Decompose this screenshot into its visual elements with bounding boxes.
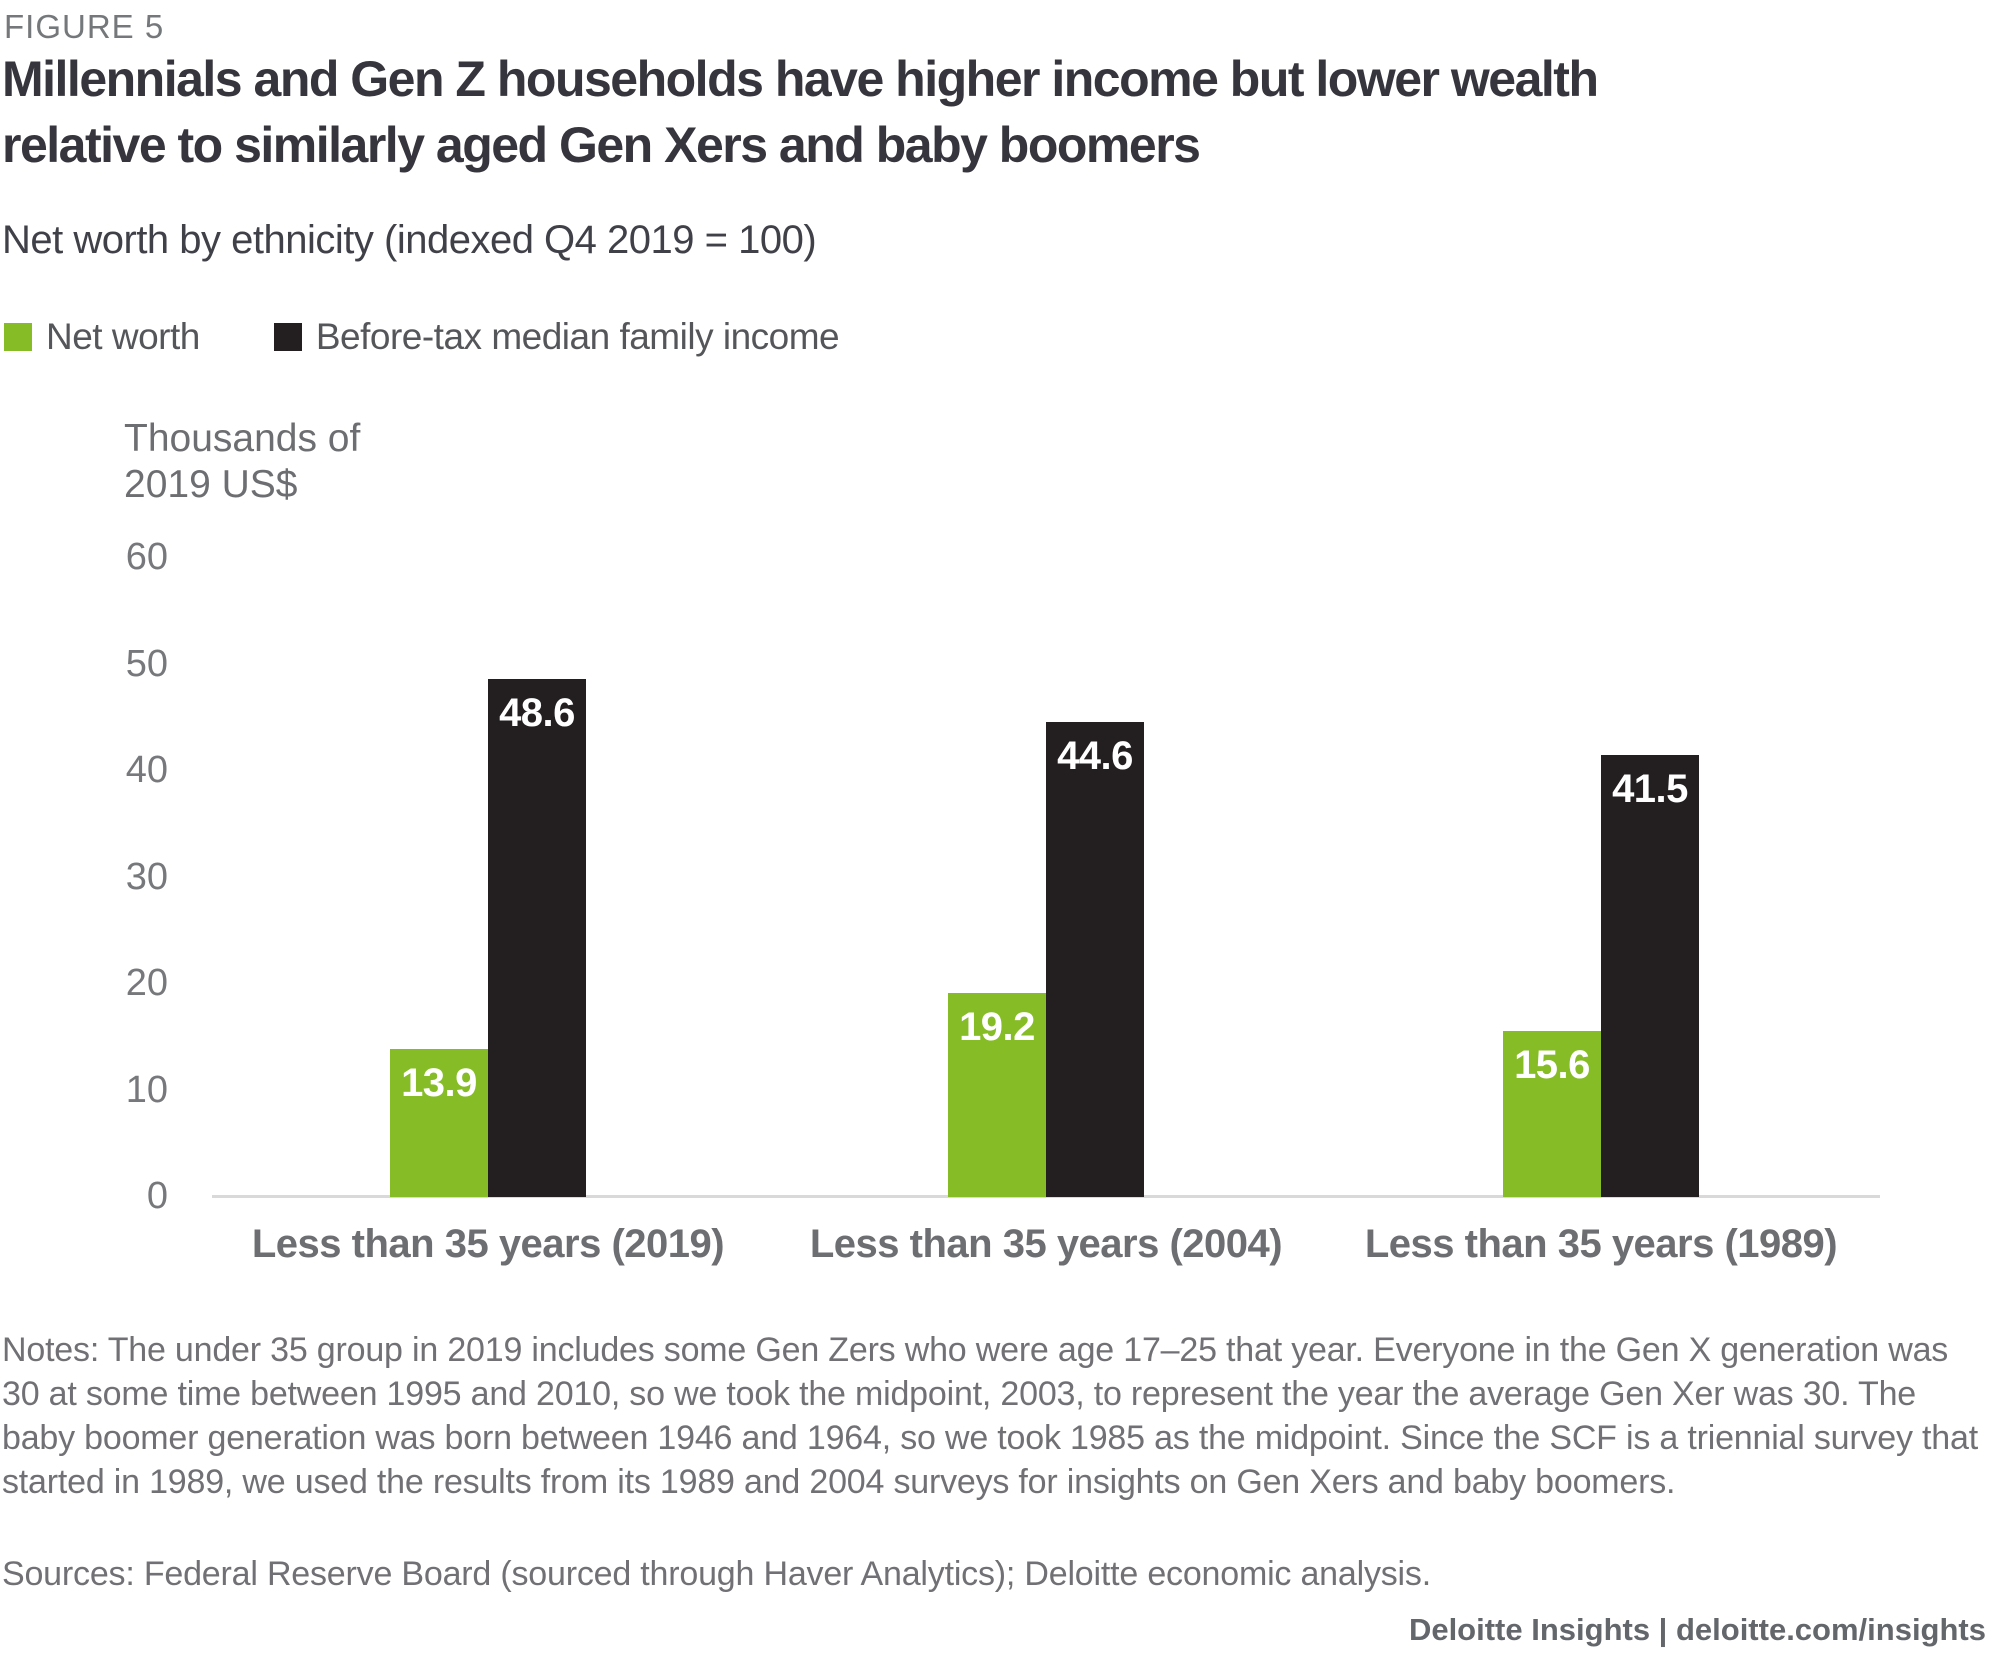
category-label: Less than 35 years (1989) (1364, 1222, 1838, 1266)
y-tick-label: 50 (125, 642, 168, 685)
bar-value-label: 13.9 (401, 1061, 477, 1105)
legend-item-income: Before-tax median family income (273, 316, 840, 358)
legend-label-net-worth: Net worth (46, 316, 200, 357)
category-label: Less than 35 years (2019) (251, 1222, 725, 1266)
bar-value-label: 41.5 (1612, 767, 1688, 811)
legend-swatch-green-icon (4, 323, 32, 351)
bar-net-worth: 19.2 (948, 993, 1046, 1197)
legend-item-net-worth: Net worth (4, 316, 200, 358)
legend-swatch-black-icon (273, 323, 302, 351)
y-tick-label: 0 (146, 1175, 168, 1217)
category-label: Less than 35 years (2004) (809, 1222, 1283, 1266)
y-tick-label: 40 (125, 749, 168, 791)
y-tick-label: 30 (125, 855, 168, 898)
bar-income: 48.6 (488, 679, 586, 1197)
y-tick-label: 60 (125, 536, 168, 578)
figure-label: FIGURE 5 (4, 8, 165, 45)
bar-value-label: 19.2 (959, 1005, 1035, 1049)
figure-subtitle: Net worth by ethnicity (indexed Q4 2019 … (2, 218, 817, 262)
bar-value-label: 15.6 (1514, 1043, 1590, 1087)
legend-label-income: Before-tax median family income (315, 316, 840, 357)
bar-value-label: 48.6 (499, 691, 575, 735)
y-tick-label: 20 (125, 962, 168, 1004)
bar-income: 44.6 (1046, 722, 1144, 1197)
bar-net-worth: 13.9 (390, 1049, 488, 1197)
y-axis-unit-label: Thousands of 2019 US$ (124, 417, 361, 506)
sources-text: Sources: Federal Reserve Board (sourced … (2, 1555, 1431, 1593)
chart-legend: Net worth Before-tax median family incom… (4, 316, 840, 358)
footer-branding: Deloitte Insights | deloitte.com/insight… (1408, 1612, 1986, 1647)
bar-income: 41.5 (1601, 755, 1699, 1197)
bar-net-worth: 15.6 (1503, 1031, 1601, 1197)
bar-value-label: 44.6 (1057, 734, 1133, 778)
figure-title: Millennials and Gen Z households have hi… (2, 51, 1599, 173)
y-tick-label: 10 (125, 1068, 168, 1111)
notes-text: Notes: The under 35 group in 2019 includ… (2, 1331, 1978, 1501)
